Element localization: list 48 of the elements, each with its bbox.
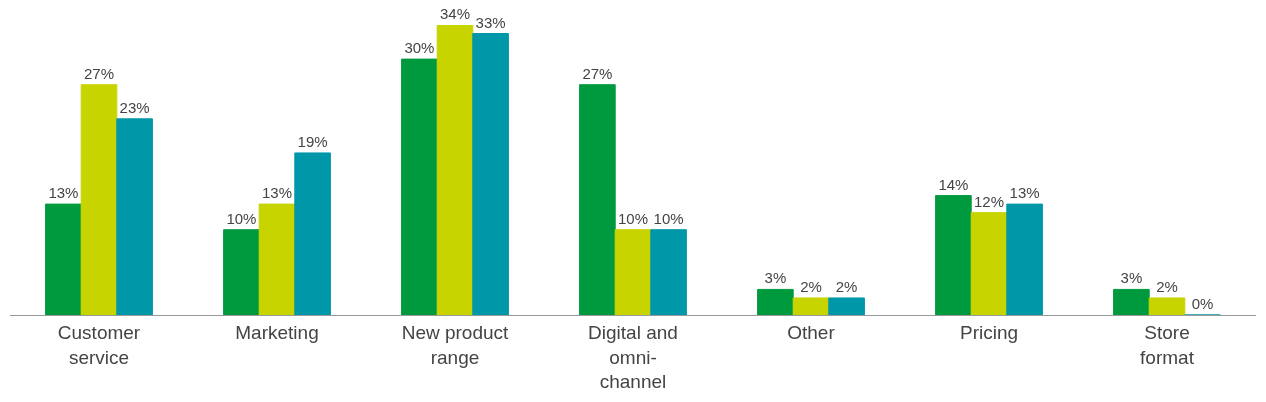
data-label: 27% [83, 64, 115, 82]
bar [258, 203, 296, 315]
bar [223, 229, 260, 315]
data-label: 33% [475, 13, 506, 31]
data-label: 27% [582, 64, 613, 82]
bar [1006, 203, 1043, 315]
bar [436, 25, 474, 315]
bar [614, 229, 652, 315]
data-label: 23% [119, 98, 150, 116]
x-tick-label: Store format [1140, 321, 1195, 368]
bar [116, 118, 153, 315]
bar [1148, 297, 1186, 315]
bar [294, 152, 331, 315]
data-label: 30% [404, 39, 435, 57]
data-label: 13% [1009, 184, 1040, 202]
data-label: 0% [1191, 295, 1214, 312]
bar [579, 84, 616, 315]
data-label: 3% [764, 269, 787, 287]
data-label: 10% [617, 209, 649, 227]
x-tick-label: Other [787, 321, 836, 343]
bar [792, 297, 830, 315]
bar [401, 58, 438, 315]
bar [970, 212, 1008, 315]
x-tick-label: Customer service [57, 321, 141, 368]
bar [472, 33, 509, 315]
data-label: 2% [1156, 277, 1178, 295]
data-label: 2% [835, 277, 858, 295]
data-label: 3% [1120, 269, 1143, 287]
data-label: 2% [800, 277, 822, 295]
bar [757, 288, 794, 315]
data-label: 13% [48, 184, 79, 202]
data-label: 14% [938, 175, 969, 193]
data-label: 10% [653, 209, 684, 227]
x-tick-label: Marketing [235, 321, 319, 343]
data-label: 19% [297, 132, 328, 150]
bar [828, 297, 865, 315]
data-label: 13% [261, 184, 293, 202]
data-label: 12% [973, 192, 1005, 210]
x-tick-label: New product range [401, 321, 510, 368]
bar [1113, 288, 1150, 315]
data-label: 10% [226, 209, 257, 227]
bar [80, 84, 118, 315]
x-tick-label: Pricing [959, 321, 1019, 343]
bar [650, 229, 687, 315]
x-tick-label: Digital and omni-channel [588, 321, 678, 393]
data-label: 34% [439, 5, 471, 22]
bar [935, 195, 972, 315]
bar [45, 203, 82, 315]
